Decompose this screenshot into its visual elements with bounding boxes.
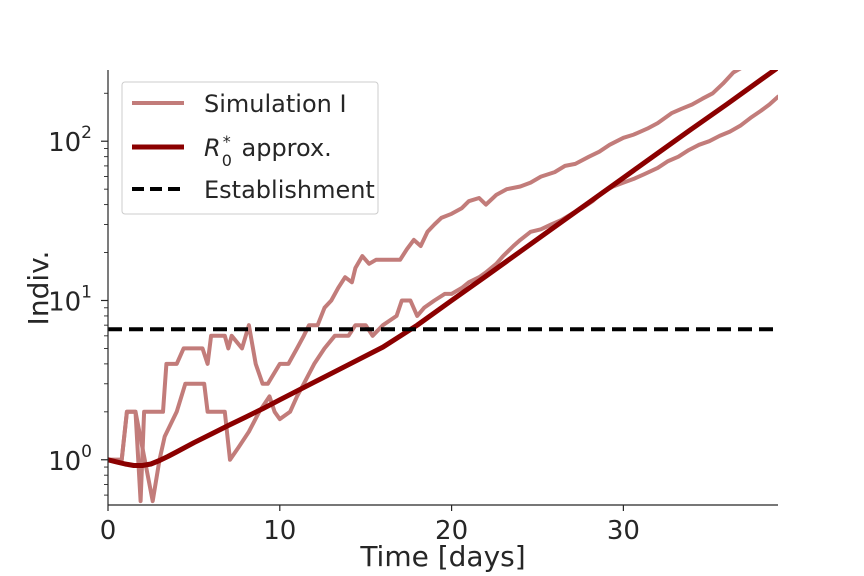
series-line-sim1 <box>108 70 742 504</box>
series-line-approx <box>108 70 778 468</box>
x-ticks: 0 10 20 30 <box>100 505 640 546</box>
y-tick-label: 100 <box>48 442 92 477</box>
legend-approx-sub: 0 <box>222 151 232 170</box>
legend-approx-text: approx. <box>234 134 332 162</box>
y-axis-label: Indiv. <box>22 251 55 326</box>
legend-approx-r: R <box>204 134 221 162</box>
legend-label-approx: R * 0 approx. <box>204 132 332 171</box>
y-tick-label: 101 <box>48 282 92 317</box>
legend-label-establishment: Establishment <box>204 176 375 204</box>
y-minor-ticks <box>104 92 108 496</box>
legend-frame <box>121 81 379 215</box>
x-tick-label: 30 <box>607 516 640 546</box>
plot-area <box>108 70 778 504</box>
y-ticks: 100 101 102 <box>48 123 108 477</box>
legend-label-simulation: Simulation I <box>204 90 347 118</box>
x-axis-label: Time [days] <box>359 540 525 573</box>
legend-approx-sup: * <box>223 132 231 151</box>
series-line-sim2 <box>108 94 778 504</box>
x-tick-label: 0 <box>100 516 117 546</box>
x-tick-label: 20 <box>435 516 468 546</box>
x-tick-label: 10 <box>263 516 296 546</box>
y-tick-label: 102 <box>48 123 92 158</box>
legend: Simulation I R * 0 approx. Establishment <box>121 81 379 215</box>
